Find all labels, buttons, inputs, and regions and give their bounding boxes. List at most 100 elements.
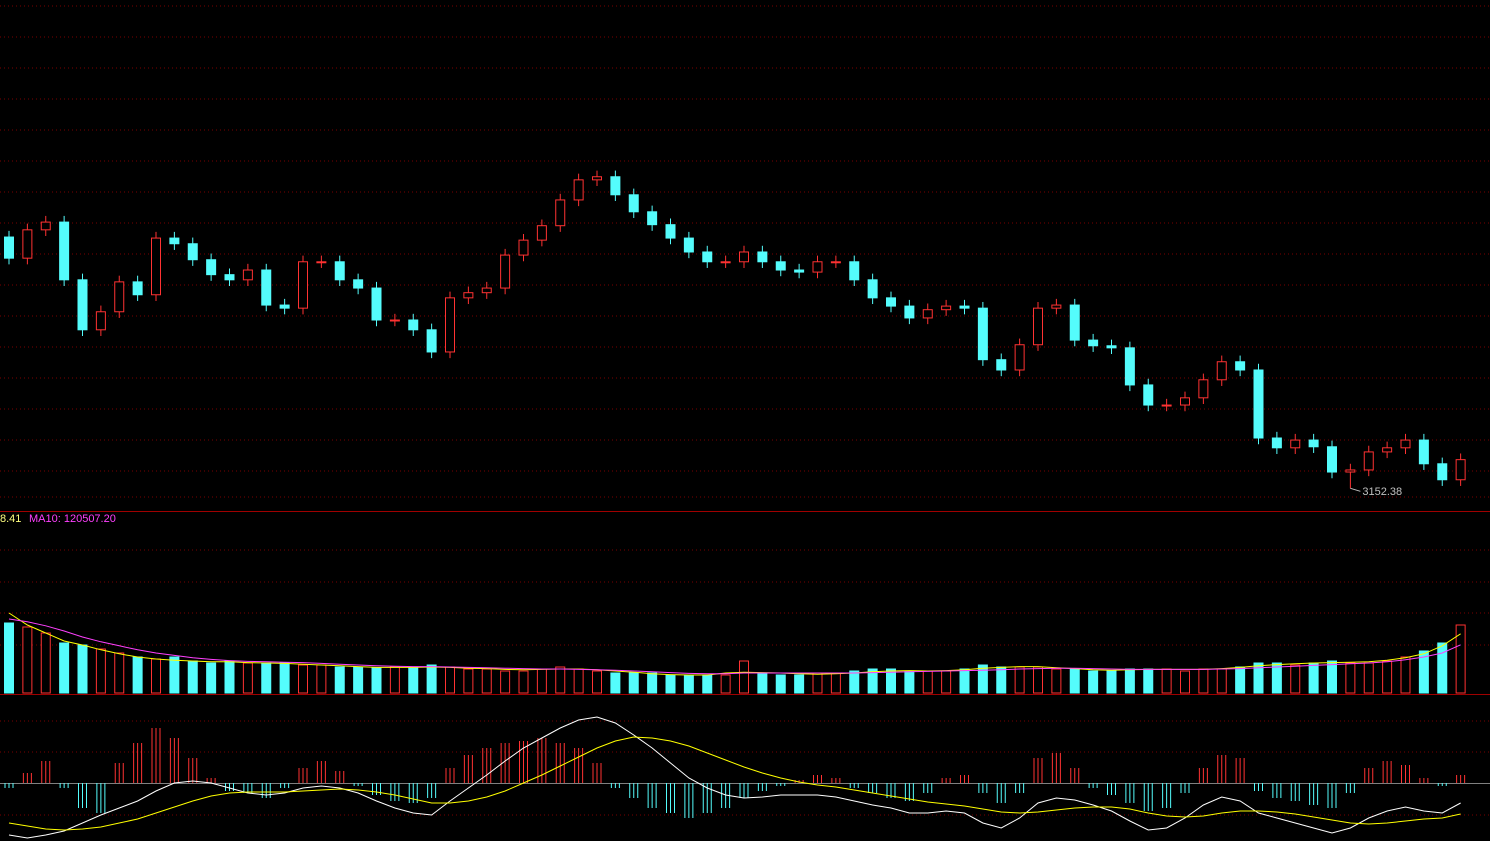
candle-body (1290, 439, 1301, 449)
volume-bar (151, 658, 161, 694)
volume-bar (573, 668, 584, 694)
volume-bar (610, 672, 621, 694)
candle-body (371, 287, 382, 321)
candle-body (665, 224, 676, 239)
price-grid (0, 5, 1490, 498)
volume-bar (389, 666, 400, 694)
volume-bar (518, 670, 529, 694)
candle-body (22, 229, 33, 259)
volume-bar (536, 668, 547, 694)
candle-body (132, 281, 143, 296)
volume-bar (500, 670, 511, 694)
candle-body (1124, 347, 1135, 386)
candle-body (1235, 361, 1246, 371)
candle-body (298, 261, 308, 309)
volume-bar (481, 668, 492, 694)
candle-body (1271, 437, 1282, 449)
candle-body (1418, 439, 1429, 465)
candle-body (1345, 469, 1356, 473)
volume-bar (977, 664, 988, 694)
candle-body (1253, 369, 1264, 439)
volume-bar (1437, 642, 1448, 694)
volume-bar (1382, 660, 1393, 694)
volume-bar (353, 666, 364, 694)
volume-bar (206, 662, 217, 694)
volume-bar (702, 674, 713, 694)
candle-body (904, 305, 915, 319)
candle-body (463, 292, 474, 299)
volume-bar (794, 674, 805, 694)
candle-body (720, 261, 731, 264)
volume-bar (371, 667, 382, 694)
volume-bar (1290, 664, 1301, 694)
ma10-line (8, 618, 1461, 675)
volume-bar (1180, 670, 1190, 694)
candle-body (739, 251, 749, 263)
candle-body (628, 194, 639, 213)
candle-body (922, 309, 933, 319)
candle-body (867, 279, 878, 299)
candle-body (279, 304, 290, 309)
volume-bar (1014, 666, 1025, 694)
marks: 3152.38 (4, 170, 1466, 839)
volume-grid (0, 549, 1490, 646)
volume-bar (1033, 666, 1043, 694)
candle-body (702, 251, 713, 263)
volume-bar (1216, 668, 1227, 694)
candle-body (794, 269, 805, 273)
volume-bar (408, 667, 419, 694)
candle-body (1455, 459, 1466, 481)
volume-bar (1253, 662, 1264, 694)
volume-bar (739, 660, 749, 694)
candle-body (610, 176, 621, 196)
candle-body (1143, 384, 1154, 406)
candle-body (536, 225, 547, 241)
candle-body (1106, 345, 1117, 349)
volume-bar (683, 674, 694, 694)
candle-body (40, 221, 51, 231)
candle-body (775, 261, 786, 271)
volume-bar (941, 670, 952, 694)
candle-body (683, 237, 694, 253)
candle-body (1437, 463, 1448, 481)
candle-body (224, 274, 235, 281)
candle-body (1014, 344, 1025, 371)
candle-body (812, 261, 823, 273)
volume-bar (1124, 668, 1135, 694)
dif-line (8, 716, 1461, 839)
candle-body (830, 261, 841, 264)
volume-bar (1327, 660, 1337, 694)
candle-body (1363, 451, 1374, 471)
candle-body (592, 176, 602, 181)
candle-body (1198, 379, 1209, 399)
candle-body (169, 237, 180, 245)
low-pointer (1350, 487, 1361, 492)
candle-body (555, 199, 566, 227)
candle-body (426, 329, 437, 353)
candle-body (151, 237, 161, 296)
volume-bar (1235, 666, 1246, 694)
volume-bar (316, 664, 327, 694)
volume-bar (1143, 668, 1154, 694)
candle-body (1069, 304, 1080, 341)
candle-body (206, 259, 217, 276)
volume-bar (463, 668, 474, 694)
candle-body (757, 251, 768, 263)
candle-body (114, 281, 125, 313)
candle-body (261, 269, 272, 306)
volume-bar (867, 668, 878, 694)
candle-body (886, 297, 896, 307)
candle-body (408, 319, 419, 331)
volume-bar (1161, 668, 1172, 694)
candle-body (1382, 447, 1393, 453)
volume-bar (334, 666, 345, 694)
volume-bar (187, 660, 198, 694)
candle-body (4, 236, 14, 259)
candle-body (95, 311, 106, 331)
volume-bar (4, 622, 14, 694)
volume-bar (1198, 668, 1209, 694)
candle-body (316, 261, 327, 264)
candle-body (187, 243, 198, 261)
